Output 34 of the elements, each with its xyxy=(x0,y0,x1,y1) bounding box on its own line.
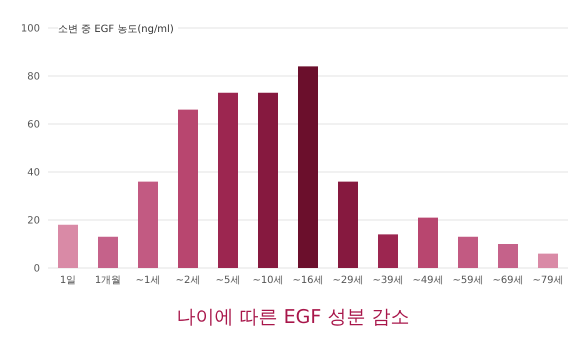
x-tick-label: ~10세 xyxy=(252,275,284,286)
bar xyxy=(298,66,318,268)
x-tick-label: ~69세 xyxy=(492,275,524,286)
bar xyxy=(538,254,558,268)
y-axis-title: 소변 중 EGF 농도(ng/ml) xyxy=(58,22,178,36)
bar xyxy=(258,92,278,268)
bar xyxy=(98,236,118,268)
bar xyxy=(338,182,358,268)
bar xyxy=(218,92,238,268)
x-tick-label: ~16세 xyxy=(292,275,324,286)
x-tick-label: ~59세 xyxy=(452,275,484,286)
y-tick-label: 20 xyxy=(27,216,40,227)
bar xyxy=(178,110,198,268)
x-tick-label: ~2세 xyxy=(176,275,200,286)
bar xyxy=(418,218,438,268)
y-tick-label: 100 xyxy=(20,24,40,35)
y-tick-label: 0 xyxy=(34,264,40,275)
bar xyxy=(458,236,478,268)
text: 나이에 따른 EGF 성분 감소 xyxy=(176,305,410,330)
x-tick-label: 1일 xyxy=(60,275,76,286)
bar xyxy=(58,224,78,268)
x-tick-label: ~1세 xyxy=(136,275,160,286)
x-tick-label: 1개월 xyxy=(94,275,122,286)
x-tick-label: ~79세 xyxy=(532,275,564,286)
y-tick-label: 60 xyxy=(27,120,40,131)
bar xyxy=(138,182,158,268)
x-tick-label: ~39세 xyxy=(372,275,404,286)
y-tick-label: 40 xyxy=(27,168,40,179)
x-tick-label: ~29세 xyxy=(332,275,364,286)
bar xyxy=(378,234,398,268)
x-tick-label: ~49세 xyxy=(412,275,444,286)
x-tick-label: ~5세 xyxy=(216,275,240,286)
y-tick-label: 80 xyxy=(27,72,40,83)
bar xyxy=(498,244,518,268)
